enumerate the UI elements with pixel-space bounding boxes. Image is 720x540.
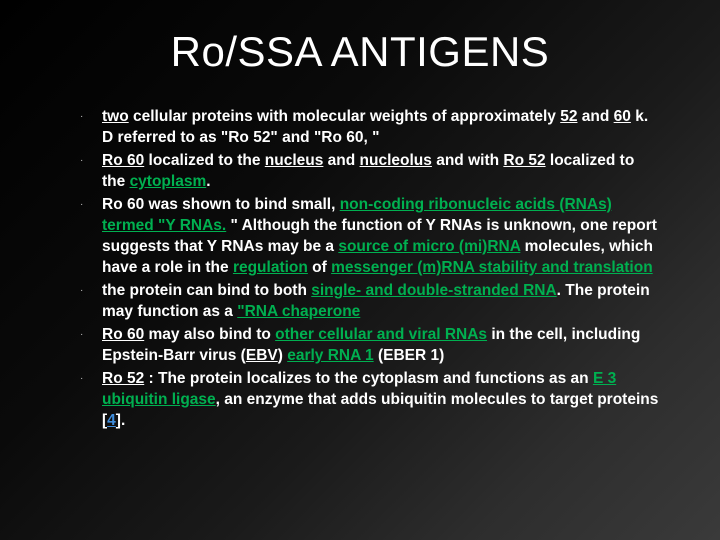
bullet-text: Ro 52 : The protein localizes to the cyt… (102, 368, 660, 431)
bullet-item: ·Ro 60 may also bind to other cellular a… (80, 324, 660, 366)
bullet-text: the protein can bind to both single- and… (102, 280, 660, 322)
bullet-text: Ro 60 localized to the nucleus and nucle… (102, 150, 660, 192)
text-run: . (206, 173, 210, 190)
bullet-item: ·Ro 52 : The protein localizes to the cy… (80, 368, 660, 431)
text-run: may also bind to (144, 326, 275, 343)
text-run: and with (432, 152, 503, 169)
bullet-marker-icon: · (80, 368, 102, 389)
bullet-item: ·two cellular proteins with molecular we… (80, 106, 660, 148)
text-run: and (323, 152, 359, 169)
text-run: Ro 52 (102, 370, 144, 387)
text-run: the protein can bind to both (102, 282, 311, 299)
text-run: early RNA 1 (287, 347, 373, 364)
text-run: nucleolus (360, 152, 432, 169)
bullet-text: Ro 60 was shown to bind small, non-codin… (102, 194, 660, 278)
bullet-item: ·Ro 60 was shown to bind small, non-codi… (80, 194, 660, 278)
bullet-item: ·Ro 60 localized to the nucleus and nucl… (80, 150, 660, 192)
slide-container: Ro/SSA ANTIGENS ·two cellular proteins w… (0, 0, 720, 540)
text-run: (EBER 1) (374, 347, 445, 364)
bullet-item: ·the protein can bind to both single- an… (80, 280, 660, 322)
text-run: 60 (614, 108, 631, 125)
text-run: of (308, 259, 331, 276)
text-run: Ro 60 (102, 152, 144, 169)
text-run: ]. (116, 412, 125, 429)
text-run: ) (278, 347, 287, 364)
text-run: nucleus (265, 152, 324, 169)
reference-link[interactable]: 4 (107, 412, 116, 429)
text-run: "RNA chaperone (237, 303, 360, 320)
bullet-text: two cellular proteins with molecular wei… (102, 106, 660, 148)
bullet-marker-icon: · (80, 280, 102, 301)
bullet-marker-icon: · (80, 324, 102, 345)
text-run: Ro 60 (102, 326, 144, 343)
text-run: : The protein localizes to the cytoplasm… (144, 370, 593, 387)
text-run: EBV (246, 347, 278, 364)
text-run: cellular proteins with molecular weights… (129, 108, 561, 125)
text-run: single- and double-stranded RNA (311, 282, 556, 299)
text-run: and (577, 108, 613, 125)
text-run: regulation (233, 259, 308, 276)
slide-title: Ro/SSA ANTIGENS (50, 28, 670, 76)
text-run: Ro 60 was shown to bind small, (102, 196, 340, 213)
bullet-marker-icon: · (80, 150, 102, 171)
text-run: cytoplasm (130, 173, 207, 190)
text-run: Ro 52 (503, 152, 545, 169)
text-run: other cellular and viral RNAs (275, 326, 487, 343)
text-run: two (102, 108, 129, 125)
text-run: localized to the (144, 152, 265, 169)
bullet-marker-icon: · (80, 106, 102, 127)
slide-body: ·two cellular proteins with molecular we… (50, 106, 670, 431)
text-run: 52 (560, 108, 577, 125)
bullet-text: Ro 60 may also bind to other cellular an… (102, 324, 660, 366)
text-run: messenger (m)RNA stability and translati… (331, 259, 653, 276)
bullet-marker-icon: · (80, 194, 102, 215)
text-run: source of micro (mi)RNA (338, 238, 520, 255)
